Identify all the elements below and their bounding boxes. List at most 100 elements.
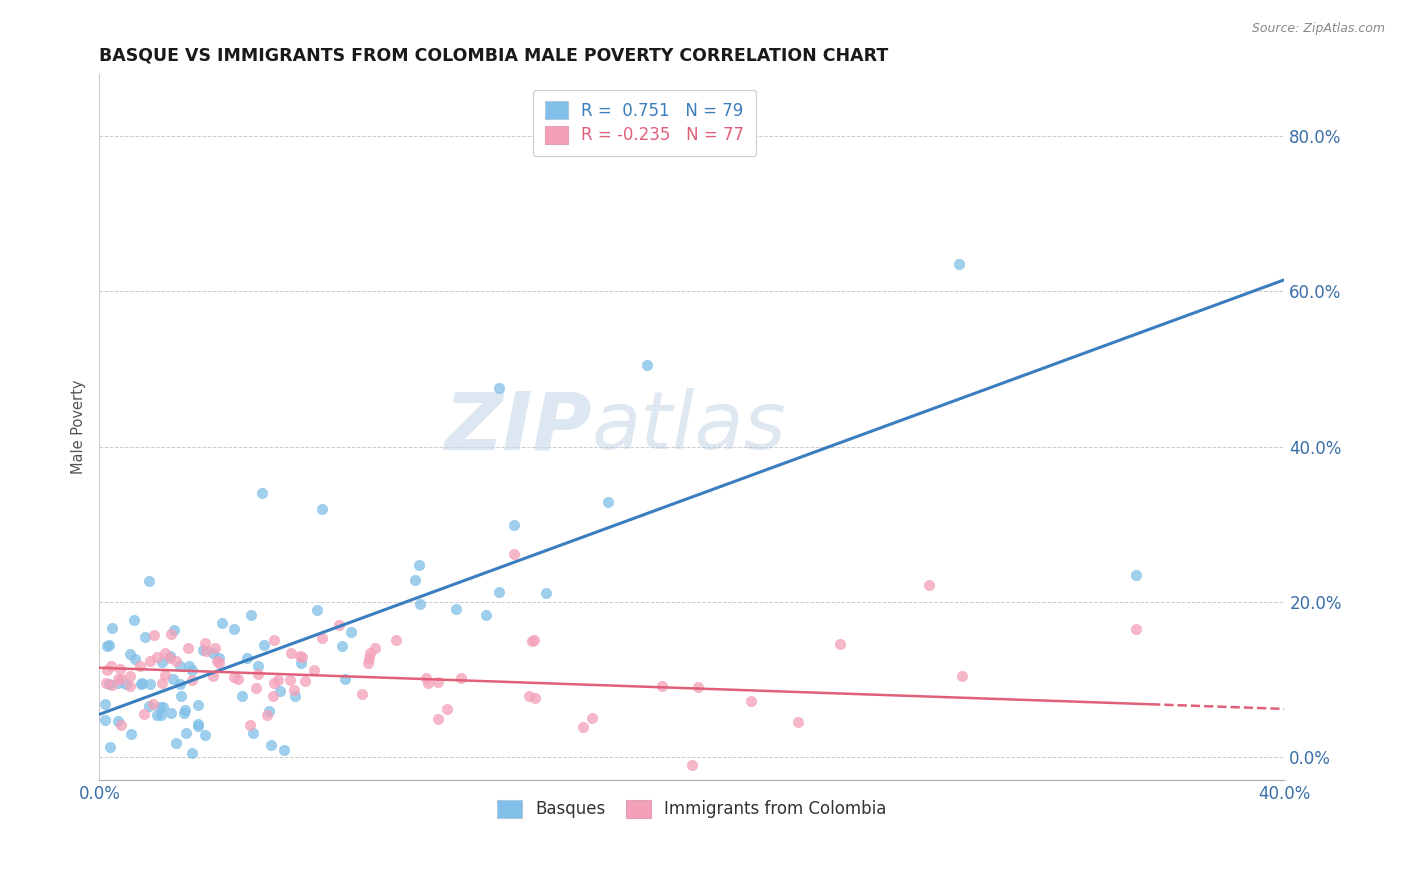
Point: [278, 673, 301, 687]
Point: [352, 687, 374, 701]
Point: [94, 713, 117, 727]
Point: [408, 558, 430, 572]
Point: [571, 720, 593, 734]
Point: [138, 677, 160, 691]
Point: [488, 381, 510, 395]
Point: [159, 649, 181, 664]
Point: [263, 632, 285, 647]
Point: [118, 679, 141, 693]
Point: [107, 672, 129, 686]
Point: [273, 742, 295, 756]
Point: [436, 702, 458, 716]
Point: [138, 574, 160, 588]
Point: [187, 698, 209, 712]
Point: [222, 670, 245, 684]
Point: [179, 658, 201, 673]
Point: [124, 613, 146, 627]
Point: [598, 494, 620, 508]
Point: [194, 728, 217, 742]
Point: [239, 718, 262, 732]
Point: [194, 635, 217, 649]
Y-axis label: Male Poverty: Male Poverty: [72, 380, 86, 475]
Point: [651, 679, 673, 693]
Point: [134, 630, 156, 644]
Point: [364, 641, 387, 656]
Legend: Basques, Immigrants from Colombia: Basques, Immigrants from Colombia: [491, 793, 893, 825]
Point: [115, 677, 138, 691]
Point: [110, 717, 132, 731]
Point: [245, 681, 267, 696]
Point: [681, 757, 703, 772]
Point: [201, 668, 224, 682]
Point: [162, 672, 184, 686]
Point: [252, 486, 274, 500]
Point: [330, 640, 353, 654]
Point: [150, 707, 173, 722]
Point: [150, 676, 173, 690]
Point: [160, 626, 183, 640]
Point: [139, 654, 162, 668]
Point: [918, 578, 941, 592]
Point: [503, 547, 526, 561]
Point: [488, 584, 510, 599]
Point: [328, 617, 350, 632]
Point: [132, 706, 155, 721]
Point: [517, 689, 540, 703]
Point: [231, 689, 253, 703]
Point: [150, 655, 173, 669]
Point: [418, 675, 440, 690]
Point: [211, 615, 233, 630]
Point: [187, 717, 209, 731]
Point: [426, 675, 449, 690]
Point: [149, 700, 172, 714]
Point: [118, 668, 141, 682]
Point: [253, 638, 276, 652]
Point: [291, 650, 314, 665]
Point: [159, 651, 181, 665]
Point: [359, 651, 381, 665]
Point: [170, 689, 193, 703]
Point: [446, 601, 468, 615]
Point: [637, 358, 659, 372]
Point: [118, 647, 141, 661]
Point: [409, 597, 432, 611]
Point: [284, 689, 307, 703]
Point: [226, 673, 249, 687]
Point: [269, 684, 291, 698]
Point: [263, 675, 285, 690]
Point: [100, 659, 122, 673]
Point: [427, 712, 450, 726]
Point: [187, 719, 209, 733]
Point: [174, 726, 197, 740]
Point: [740, 694, 762, 708]
Point: [180, 663, 202, 677]
Point: [153, 646, 176, 660]
Point: [98, 638, 121, 652]
Point: [266, 673, 288, 687]
Point: [283, 682, 305, 697]
Point: [191, 643, 214, 657]
Point: [385, 632, 408, 647]
Point: [162, 623, 184, 637]
Point: [181, 673, 204, 688]
Point: [146, 649, 169, 664]
Point: [581, 711, 603, 725]
Point: [222, 622, 245, 636]
Point: [359, 646, 381, 660]
Point: [152, 700, 174, 714]
Point: [340, 624, 363, 639]
Point: [142, 697, 165, 711]
Point: [131, 675, 153, 690]
Point: [305, 603, 328, 617]
Point: [96, 676, 118, 690]
Point: [357, 656, 380, 670]
Point: [128, 659, 150, 673]
Point: [523, 632, 546, 647]
Point: [194, 644, 217, 658]
Point: [1125, 567, 1147, 582]
Text: Source: ZipAtlas.com: Source: ZipAtlas.com: [1251, 22, 1385, 36]
Point: [520, 634, 543, 648]
Point: [787, 715, 810, 730]
Point: [165, 654, 187, 668]
Point: [124, 652, 146, 666]
